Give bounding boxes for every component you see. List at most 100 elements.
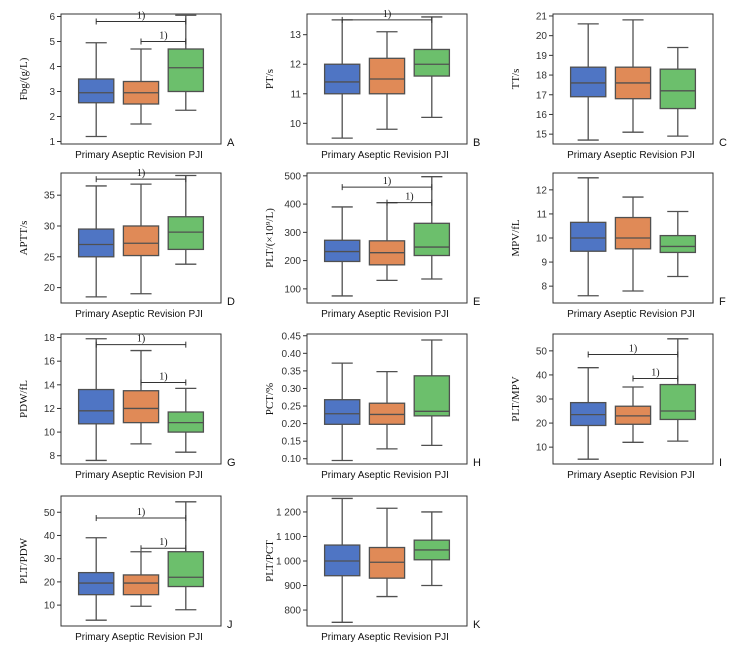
iqr-box xyxy=(659,68,697,110)
panel-b: 10 11 12 13 PT/s Primary Aseptic Revision PJI… xyxy=(264,9,480,161)
box-aseptic-revision xyxy=(122,48,160,125)
box-primary xyxy=(569,177,607,297)
box-pji xyxy=(413,339,451,447)
y-tick-label: 15 xyxy=(536,130,548,141)
plot-frame xyxy=(306,172,468,304)
y-tick-label: 18 xyxy=(536,71,548,82)
box-primary xyxy=(323,206,361,297)
panel-letter: G xyxy=(227,457,236,469)
box-pji xyxy=(413,176,451,280)
y-axis-label: PLT/MPV xyxy=(510,376,522,422)
y-tick-label: 50 xyxy=(536,346,548,357)
box-primary xyxy=(77,338,115,462)
box-pji xyxy=(413,16,451,119)
box-pji xyxy=(167,14,205,111)
panel-letter: J xyxy=(227,619,233,631)
iqr-box xyxy=(413,48,451,77)
x-category-labels: Primary Aseptic Revision PJI xyxy=(75,150,203,161)
panel-letter: H xyxy=(473,457,481,469)
y-tick-label: 20 xyxy=(44,577,56,588)
y-tick-label: 20 xyxy=(536,419,548,430)
significance-bracket: 1) xyxy=(386,192,433,206)
iqr-box xyxy=(122,225,160,257)
plot-frame xyxy=(60,172,222,304)
significance-label: 1) xyxy=(137,334,145,345)
panel-letter: C xyxy=(719,137,727,149)
y-tick-label: 0.35 xyxy=(282,366,302,377)
y-axis-label: MPV/fL xyxy=(510,219,522,257)
significance-bracket: 1) xyxy=(95,11,187,25)
significance-bracket: 1) xyxy=(140,537,187,552)
box-primary xyxy=(77,42,115,138)
iqr-box xyxy=(323,63,361,95)
y-tick-label: 30 xyxy=(44,554,56,565)
y-tick-label: 16 xyxy=(44,357,56,368)
y-tick-label: 10 xyxy=(536,443,548,454)
box-primary xyxy=(323,19,361,139)
box-pji xyxy=(659,210,697,278)
y-tick-label: 13 xyxy=(290,30,302,41)
y-tick-label: 1 xyxy=(49,137,55,148)
box-aseptic-revision xyxy=(614,19,652,133)
iqr-box xyxy=(569,221,607,252)
significance-label: 1) xyxy=(629,343,637,354)
iqr-box xyxy=(167,551,205,588)
significance-bracket: 1) xyxy=(632,368,679,382)
box-aseptic-revision xyxy=(122,183,160,295)
panel-letter: B xyxy=(473,137,480,149)
y-tick-label: 10 xyxy=(44,428,56,439)
iqr-box xyxy=(368,402,406,425)
plot-frame xyxy=(60,13,222,145)
y-tick-label: 500 xyxy=(284,171,301,182)
iqr-box xyxy=(368,57,406,95)
panel-letter: A xyxy=(227,137,235,149)
box-aseptic-revision xyxy=(614,196,652,292)
y-tick-label: 19 xyxy=(536,51,548,62)
y-axis-label: PDW/fL xyxy=(18,380,30,418)
significance-bracket: 1) xyxy=(341,9,433,23)
y-tick-label: 11 xyxy=(291,89,302,100)
y-tick-label: 20 xyxy=(44,283,56,294)
box-aseptic-revision xyxy=(368,31,406,130)
y-tick-label: 12 xyxy=(44,404,56,415)
y-tick-label: 0.45 xyxy=(282,331,302,342)
iqr-box xyxy=(413,222,451,257)
panel-i: 10 20 30 40 50 PLT/MPV Primary Aseptic Revisio… xyxy=(510,333,722,481)
panel-f: 8 9 10 11 12 MPV/fL Primary Aseptic Revision P… xyxy=(510,172,726,320)
y-tick-label: 300 xyxy=(284,228,301,239)
box-aseptic-revision xyxy=(368,370,406,450)
box-primary xyxy=(569,367,607,460)
significance-bracket: 1) xyxy=(341,176,433,191)
y-tick-label: 0.25 xyxy=(282,402,302,413)
y-tick-label: 6 xyxy=(49,12,55,23)
y-tick-label: 17 xyxy=(536,90,548,101)
y-tick-label: 40 xyxy=(536,370,548,381)
iqr-box xyxy=(659,383,697,421)
box-pji xyxy=(659,46,697,137)
y-tick-label: 30 xyxy=(44,221,56,232)
y-axis-label: PCT/% xyxy=(264,383,276,415)
iqr-box xyxy=(77,78,115,104)
box-pji xyxy=(167,387,205,453)
plot-frame xyxy=(306,13,468,145)
box-primary xyxy=(323,362,361,462)
y-tick-label: 4 xyxy=(49,62,55,73)
y-axis-label: TT/s xyxy=(510,69,522,90)
box-pji xyxy=(659,338,697,442)
significance-bracket: 1) xyxy=(140,31,187,45)
y-tick-label: 10 xyxy=(44,601,56,612)
y-tick-label: 50 xyxy=(44,508,56,519)
iqr-box xyxy=(323,239,361,263)
panel-j: 10 20 30 40 50 PLT/PDW Primary Aseptic Revisio… xyxy=(18,495,233,643)
box-primary xyxy=(77,185,115,298)
y-tick-label: 21 xyxy=(536,11,548,22)
plot-frame xyxy=(552,13,714,145)
box-primary xyxy=(569,23,607,141)
y-axis-label: PT/s xyxy=(264,69,276,89)
box-primary xyxy=(323,497,361,623)
y-tick-label: 2 xyxy=(49,112,55,123)
y-tick-label: 800 xyxy=(284,606,301,617)
y-tick-label: 1 200 xyxy=(276,507,301,518)
y-tick-label: 1 000 xyxy=(276,557,301,568)
panel-k: 800 900 1 000 1 100 1 200 PLT/PCT Primary Asep… xyxy=(264,495,481,643)
